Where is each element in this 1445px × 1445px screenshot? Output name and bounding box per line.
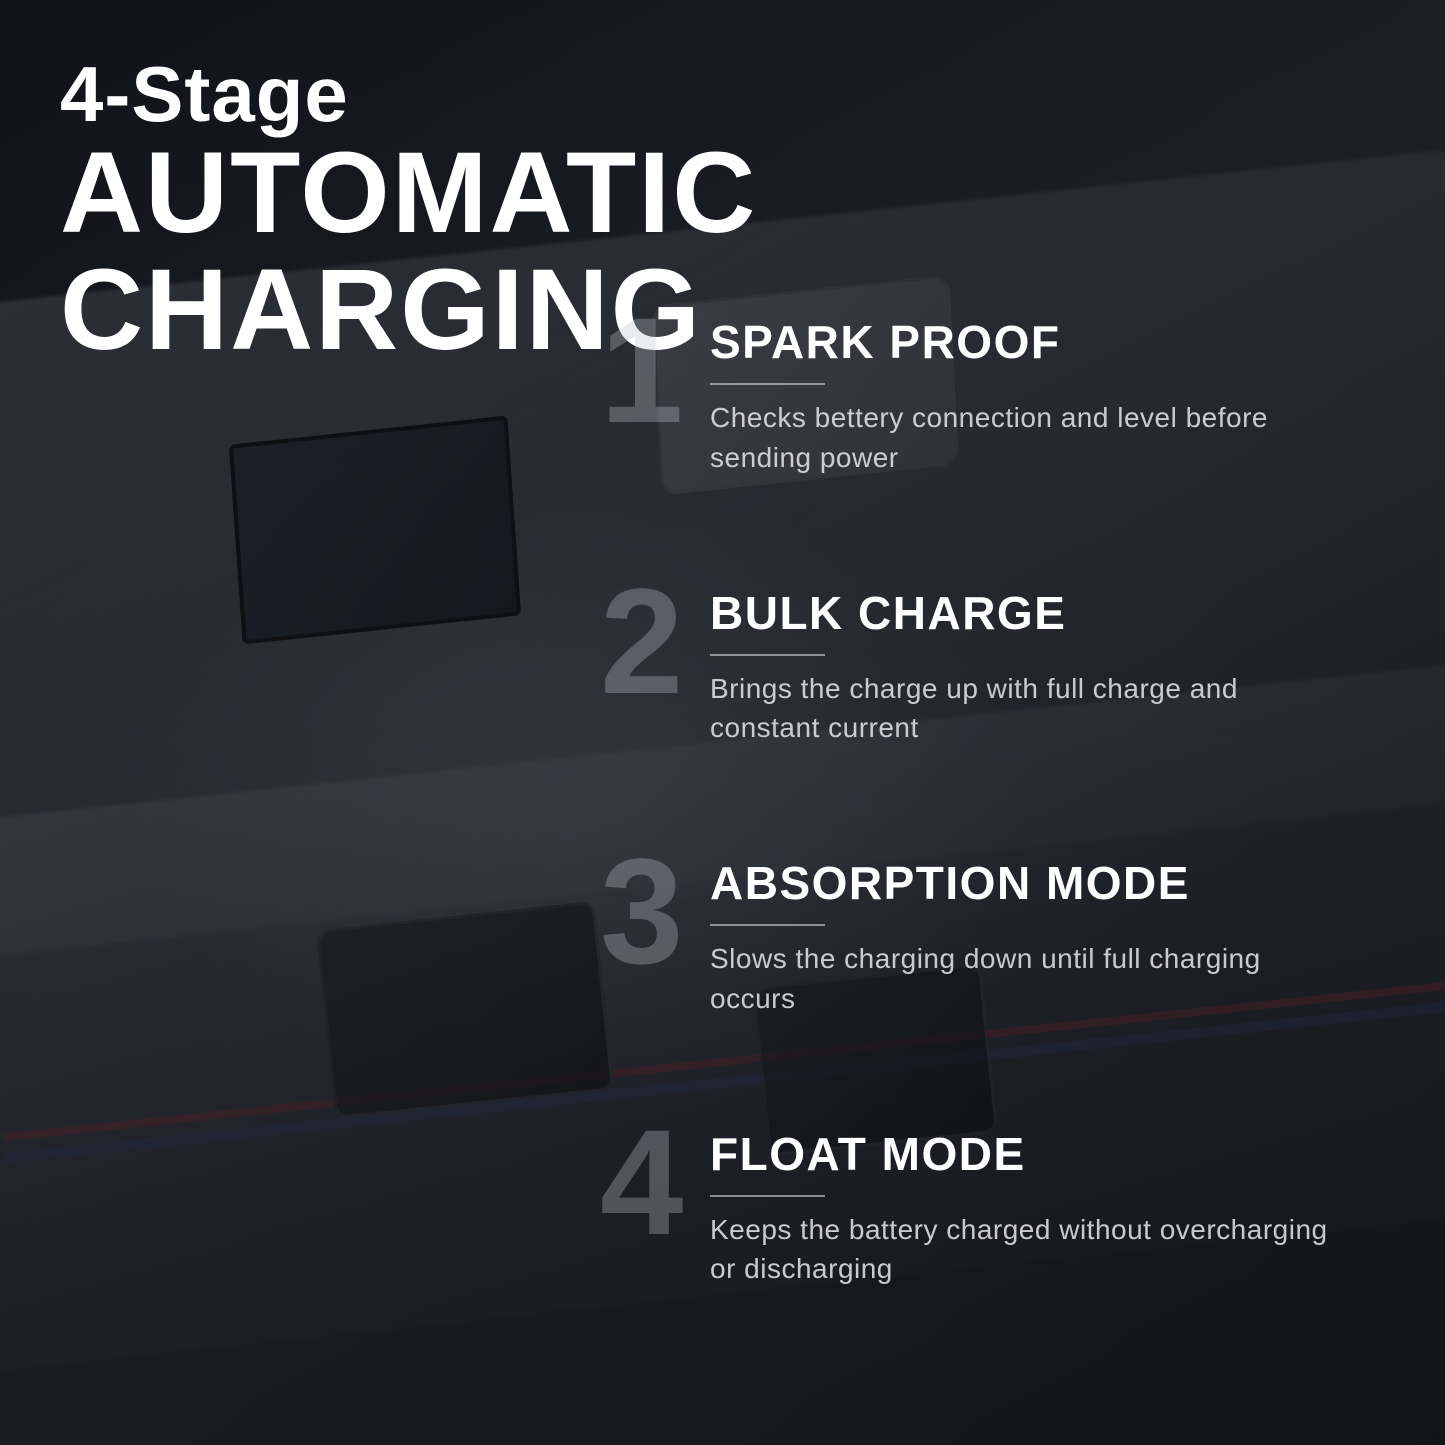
stage-number: 1	[600, 295, 683, 445]
header-line1: 4-Stage	[60, 55, 1385, 133]
stage-description: Keeps the battery charged without overch…	[710, 1210, 1330, 1290]
stage-number: 3	[600, 836, 683, 986]
content-layer: 4-Stage AUTOMATIC CHARGING 1 SPARK PROOF…	[0, 0, 1445, 1445]
stage-divider	[710, 654, 825, 656]
infographic-container: 4-Stage AUTOMATIC CHARGING 1 SPARK PROOF…	[0, 0, 1445, 1445]
stage-title: FLOAT MODE	[710, 1127, 1390, 1181]
stage-divider	[710, 924, 825, 926]
stage-title: ABSORPTION MODE	[710, 856, 1390, 910]
stage-number: 4	[600, 1107, 683, 1257]
stage-number: 2	[600, 566, 683, 716]
stages-list: 1 SPARK PROOF Checks bettery connection …	[600, 315, 1390, 1289]
stage-description: Brings the charge up with full charge an…	[710, 669, 1330, 749]
stage-item: 4 FLOAT MODE Keeps the battery charged w…	[600, 1127, 1390, 1290]
stage-item: 1 SPARK PROOF Checks bettery connection …	[600, 315, 1390, 478]
stage-title: SPARK PROOF	[710, 315, 1390, 369]
stage-title: BULK CHARGE	[710, 586, 1390, 640]
stage-divider	[710, 1195, 825, 1197]
stage-item: 3 ABSORPTION MODE Slows the charging dow…	[600, 856, 1390, 1019]
stage-description: Slows the charging down until full charg…	[710, 939, 1330, 1019]
stage-item: 2 BULK CHARGE Brings the charge up with …	[600, 586, 1390, 749]
stage-description: Checks bettery connection and level befo…	[710, 398, 1330, 478]
stage-divider	[710, 383, 825, 385]
